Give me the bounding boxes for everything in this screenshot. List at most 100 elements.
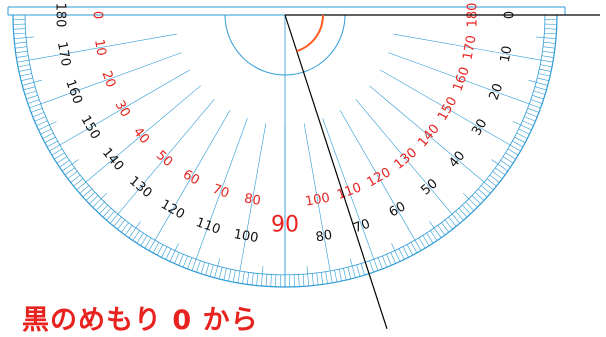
tick-mark [118, 220, 125, 229]
tick-mark [531, 100, 542, 104]
tick-mark [391, 253, 396, 264]
tick-mark [328, 256, 333, 283]
tick-mark [350, 258, 355, 277]
black-scale-label: 150 [77, 113, 102, 142]
tick-mark [252, 273, 253, 285]
tick-mark [419, 238, 425, 248]
tick-mark [503, 157, 513, 164]
tick-mark [515, 137, 526, 143]
tick-mark [38, 121, 56, 129]
tick-mark [456, 211, 464, 220]
tick-mark [532, 95, 543, 99]
tick-mark [52, 149, 62, 155]
tick-mark [103, 208, 111, 217]
tick-mark [17, 58, 44, 63]
black-scale-label: 140 [99, 145, 126, 174]
tick-mark [544, 42, 556, 43]
tick-mark [80, 186, 89, 194]
tick-mark [170, 243, 178, 261]
red-scale-label: 130 [392, 145, 421, 172]
tick-mark [210, 265, 213, 277]
tick-mark [542, 51, 554, 53]
tick-mark [387, 254, 392, 265]
tick-mark [201, 262, 205, 273]
tick-mark [403, 247, 408, 258]
tick-mark [382, 256, 386, 267]
tick-mark [19, 69, 31, 71]
tick-mark [257, 274, 258, 286]
tick-mark [47, 141, 57, 147]
tick-mark [312, 274, 313, 286]
tick-mark [441, 223, 448, 233]
tick-mark [26, 95, 37, 99]
tick-mark [83, 189, 92, 197]
tick-mark [472, 196, 481, 204]
tick-mark [438, 225, 445, 235]
tick-mark [35, 117, 46, 122]
red-scale-label: 50 [153, 148, 175, 170]
tick-mark [524, 117, 535, 122]
tick-mark [24, 87, 36, 90]
tick-mark [445, 220, 452, 229]
tick-mark [15, 47, 27, 48]
tick-mark [68, 171, 78, 178]
tick-mark [125, 225, 132, 235]
tick-mark [537, 78, 549, 81]
red-scale-label: 30 [112, 98, 133, 120]
red-scale-label: 100 [304, 191, 331, 210]
tick-mark [162, 247, 167, 258]
tick-mark [478, 189, 487, 197]
tick-mark [145, 238, 151, 248]
tick-mark [238, 256, 243, 283]
tick-mark [86, 192, 95, 200]
tick-mark [528, 80, 547, 85]
tick-mark [157, 245, 163, 256]
tick-mark [188, 258, 192, 269]
tick-mark [74, 179, 83, 187]
tick-mark [490, 175, 499, 182]
tick-mark [505, 153, 515, 159]
tick-mark [462, 205, 470, 214]
red-scale-label: 170 [461, 34, 480, 61]
red-scale-label: 160 [450, 65, 473, 93]
tick-mark [60, 160, 70, 167]
tick-mark [307, 266, 309, 286]
tick-mark [523, 121, 534, 126]
tick-mark [196, 261, 200, 272]
tick-mark [512, 141, 522, 147]
caption-text: 黒のめもり 0 から [22, 298, 259, 337]
tick-mark [242, 272, 244, 284]
tick-mark [361, 264, 365, 275]
tick-mark [391, 243, 399, 261]
tick-mark [57, 157, 67, 164]
tick-mark [449, 217, 457, 226]
tick-mark [538, 73, 550, 76]
red-scale-label: 140 [415, 122, 442, 151]
tick-mark [266, 274, 267, 286]
tick-mark [526, 112, 537, 116]
tick-mark [497, 138, 520, 152]
red-scale-label: 20 [98, 69, 118, 90]
tick-mark [528, 108, 539, 112]
tick-mark [45, 137, 56, 143]
black-scale-label: 80 [315, 228, 334, 246]
tick-mark [539, 69, 551, 71]
tick-mark [357, 265, 360, 277]
black-scale-label: 60 [387, 199, 409, 220]
red-scale-label: 60 [180, 167, 202, 188]
tick-mark [28, 100, 39, 104]
black-scale-label: 180 [53, 3, 68, 28]
tick-mark [166, 249, 171, 260]
black-scale-label: 40 [446, 148, 468, 170]
tick-mark [526, 58, 553, 63]
tick-mark [224, 268, 227, 280]
tick-mark [183, 256, 187, 267]
tick-mark [107, 211, 115, 220]
tick-mark [49, 138, 72, 152]
angle-arc [297, 15, 323, 51]
tick-mark [121, 223, 128, 233]
tick-mark [13, 29, 25, 30]
tick-mark [261, 266, 263, 286]
tick-mark [247, 272, 249, 284]
